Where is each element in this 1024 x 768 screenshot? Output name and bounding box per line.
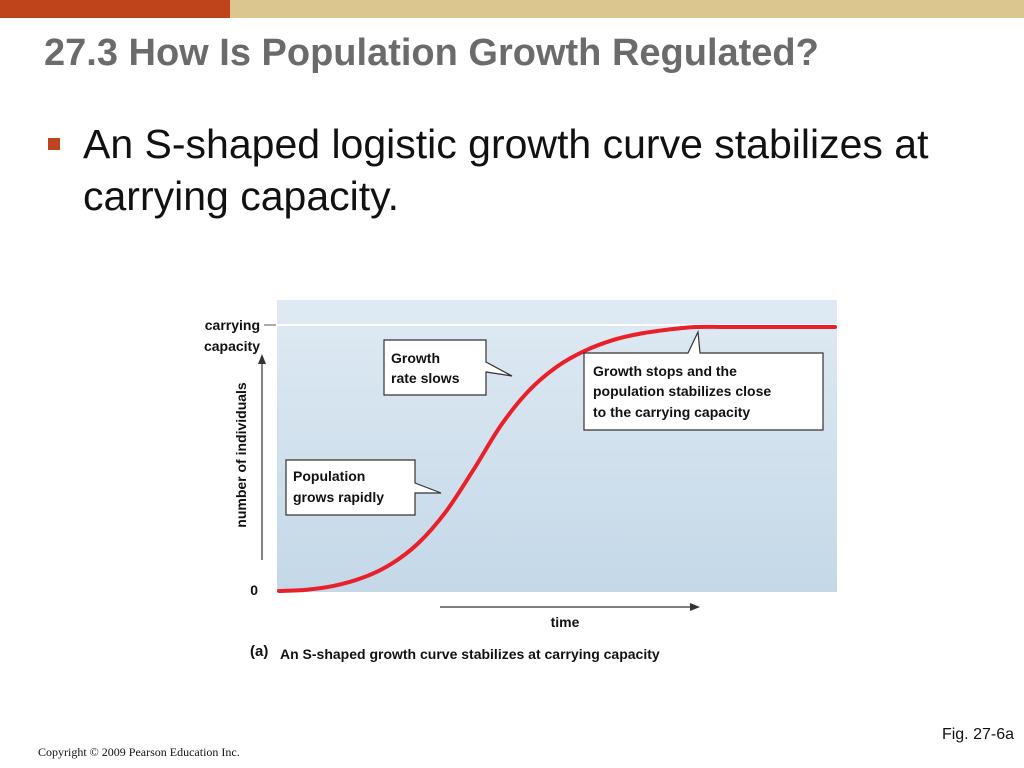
bullet-text: An S-shaped logistic growth curve stabil… [83, 121, 929, 219]
top-bar-accent [0, 0, 230, 18]
annotation-slows-line2: rate slows [391, 370, 460, 386]
annotation-stops-line2: population stabilizes close [593, 383, 771, 399]
annotation-rapid-line1: Population [293, 468, 365, 484]
figure-reference: Fig. 27-6a [941, 726, 1014, 743]
annotation-stops-line3: to the carrying capacity [593, 404, 750, 420]
y-axis-label: number of individuals [233, 382, 249, 528]
annotation-stops-line1: Growth stops and the [593, 363, 737, 379]
annotation-slows-line1: Growth [391, 350, 440, 366]
carrying-capacity-label-line1: carrying [205, 317, 260, 333]
carrying-capacity-label-line2: capacity [204, 338, 260, 354]
x-axis-arrow [690, 603, 700, 611]
x-axis-label: time [551, 614, 580, 630]
caption-tag: (a) [250, 643, 268, 660]
slide-title: 27.3 How Is Population Growth Regulated? [44, 32, 819, 74]
annotation-rapid-line2: grows rapidly [293, 489, 384, 505]
y-axis-arrow [258, 354, 266, 364]
annotation-growth-stops: Growth stops and the population stabiliz… [583, 329, 824, 431]
bullet-marker [48, 138, 60, 150]
y-zero-label: 0 [250, 582, 258, 598]
annotation-grows-rapidly: Population grows rapidly [285, 459, 442, 516]
annotation-growth-rate-slows: Growth rate slows [383, 339, 513, 396]
copyright-notice: Copyright © 2009 Pearson Education Inc. [38, 745, 240, 759]
caption-text: An S-shaped growth curve stabilizes at c… [280, 646, 660, 662]
top-bar [230, 0, 1024, 18]
growth-curve [277, 324, 837, 593]
plot-area [277, 300, 837, 592]
